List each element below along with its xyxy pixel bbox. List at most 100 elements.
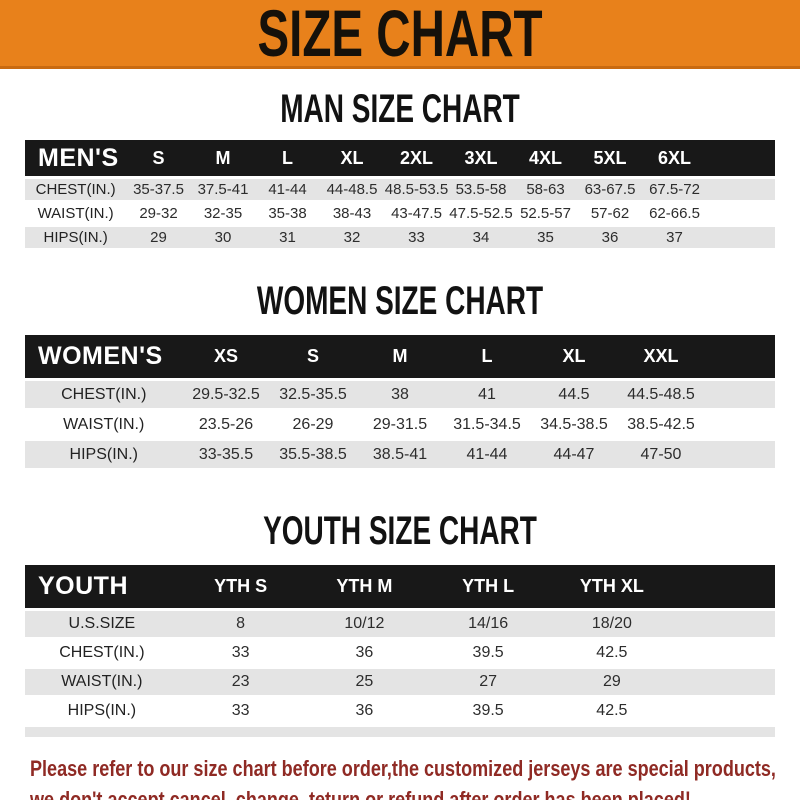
- size-value-cell: 30: [190, 227, 256, 248]
- size-value-cell: 35-37.5: [126, 179, 191, 200]
- size-value-cell: 42.5: [596, 644, 628, 661]
- column-header: YTH S: [178, 565, 303, 608]
- table-header-row: MEN'S S M L XL 2XL 3XL 4XL 5XL 6XL: [25, 140, 775, 176]
- table-header-row: YOUTH YTH S YTH M YTH L YTH XL: [25, 565, 775, 608]
- table-row: HIPS(IN.) 33-35.5 35.5-38.5 38.5-41 41-44 44-…: [25, 441, 775, 468]
- size-value-cell: 42.5: [596, 702, 628, 719]
- size-value-cell: 26-29: [292, 415, 334, 433]
- spacer-cell: [673, 565, 775, 608]
- column-header: XL: [530, 335, 618, 378]
- size-value-cell: 48.5-53.5: [384, 179, 449, 200]
- column-header: XL: [319, 140, 385, 176]
- spacer-cell: [705, 411, 776, 438]
- spacer-cell: [704, 441, 775, 468]
- size-value-cell: 44.5: [530, 381, 618, 408]
- spacer-cell: [706, 179, 775, 200]
- column-header: YTH M: [302, 565, 427, 608]
- size-value-cell: 43-47.5: [391, 205, 442, 222]
- size-value-cell: 38.5-42.5: [627, 415, 695, 433]
- size-value-cell: 47-50: [617, 441, 705, 468]
- table-header-row: WOMEN'S XS S M L XL XXL: [25, 335, 775, 378]
- size-value-cell: 10/12: [302, 611, 427, 637]
- women-section-heading: WOMEN SIZE CHART: [256, 279, 544, 323]
- size-value-cell: 47.5-52.5: [449, 205, 513, 222]
- row-label: WAIST(IN.): [25, 669, 179, 695]
- size-value-cell: 29-31.5: [372, 415, 428, 433]
- spacer-cell: [673, 611, 775, 637]
- size-value-cell: 33: [384, 227, 449, 248]
- size-value-cell: 29: [550, 669, 674, 695]
- column-header: 3XL: [448, 140, 514, 176]
- column-header: XXL: [617, 335, 705, 378]
- size-value-cell: 32.5-35.5: [269, 381, 357, 408]
- table-row: WAIST(IN.) 29-32 32-35 35-38 38-43 43-47.5 47.…: [25, 203, 775, 224]
- size-value-cell: 39.5: [472, 702, 504, 719]
- spacer-cell: [706, 140, 775, 176]
- size-value-cell: 32: [319, 227, 385, 248]
- column-header: XS: [182, 335, 270, 378]
- column-header: YTH L: [426, 565, 550, 608]
- size-value-cell: 38.5-41: [356, 441, 444, 468]
- size-value-cell: 34.5-38.5: [540, 415, 608, 433]
- column-header: S: [269, 335, 357, 378]
- row-label: U.S.SIZE: [25, 611, 179, 637]
- size-value-cell: 35-38: [268, 205, 307, 222]
- size-value-cell: 37: [642, 227, 707, 248]
- men-size-section: MAN SIZE CHART MEN'S S M L XL 2XL 3XL 4XL 5XL 6XL…: [0, 89, 800, 251]
- size-value-cell: 44-47: [530, 441, 618, 468]
- table-row: WAIST(IN.) 23.5-26 26-29 29-31.5 31.5-34.5 34…: [25, 411, 775, 438]
- size-value-cell: 41: [443, 381, 531, 408]
- table-label: WOMEN'S: [25, 335, 183, 378]
- row-label: CHEST(IN.): [59, 644, 145, 661]
- column-header: YTH XL: [550, 565, 674, 608]
- table-label: MEN'S: [25, 140, 127, 176]
- size-value-cell: 41-44: [443, 441, 531, 468]
- column-header: L: [443, 335, 531, 378]
- spacer-cell: [704, 335, 775, 378]
- size-value-cell: 29: [126, 227, 191, 248]
- size-value-cell: 44-48.5: [319, 179, 385, 200]
- column-header: M: [190, 140, 256, 176]
- row-label: WAIST(IN.): [63, 415, 145, 433]
- size-value-cell: 36: [355, 702, 374, 719]
- men-section-heading: MAN SIZE CHART: [280, 87, 520, 131]
- notice-line-1: Please refer to our size chart before or…: [30, 756, 776, 781]
- row-label: HIPS(IN.): [25, 441, 183, 468]
- size-value-cell: 62-66.5: [649, 205, 700, 222]
- row-label: WAIST(IN.): [37, 205, 114, 222]
- notice-line-2: we don't accept cancel, change, teturn o…: [30, 787, 691, 800]
- column-header: S: [126, 140, 191, 176]
- spacer-cell: [673, 669, 775, 695]
- size-value-cell: 33-35.5: [182, 441, 270, 468]
- size-value-cell: 31.5-34.5: [453, 415, 521, 433]
- size-value-cell: 36: [577, 227, 643, 248]
- column-header: M: [356, 335, 444, 378]
- women-size-section: WOMEN SIZE CHART WOMEN'S XS S M L XL XXL CHEST(…: [0, 281, 800, 471]
- size-value-cell: 18/20: [550, 611, 674, 637]
- banner-title: SIZE CHART: [257, 0, 543, 70]
- table-row: HIPS(IN.) 29 30 31 32 33 34 35 36 37: [25, 227, 775, 248]
- column-header: 6XL: [642, 140, 707, 176]
- size-value-cell: 37.5-41: [190, 179, 256, 200]
- size-value-cell: 33: [231, 702, 250, 719]
- column-header: 5XL: [577, 140, 643, 176]
- row-label: CHEST(IN.): [25, 381, 183, 408]
- size-value-cell: 58-63: [513, 179, 578, 200]
- size-value-cell: 31: [255, 227, 320, 248]
- size-value-cell: 14/16: [426, 611, 550, 637]
- youth-section-heading: YOUTH SIZE CHART: [263, 509, 537, 553]
- size-value-cell: 27: [426, 669, 550, 695]
- size-value-cell: 8: [178, 611, 303, 637]
- row-label: HIPS(IN.): [67, 702, 137, 719]
- size-value-cell: 34: [448, 227, 514, 248]
- table-bottom-strip: [25, 727, 775, 737]
- size-value-cell: 32-35: [203, 205, 243, 222]
- size-value-cell: 23.5-26: [198, 415, 254, 433]
- size-value-cell: 23: [178, 669, 303, 695]
- spacer-cell: [674, 640, 775, 666]
- order-notice: Please refer to our size chart before or…: [0, 737, 800, 800]
- women-size-table: WOMEN'S XS S M L XL XXL CHEST(IN.) 29.5-32.5 32.5…: [25, 332, 775, 471]
- table-row: CHEST(IN.) 35-37.5 37.5-41 41-44 44-48.5 48.5…: [25, 179, 775, 200]
- spacer-cell: [674, 698, 775, 724]
